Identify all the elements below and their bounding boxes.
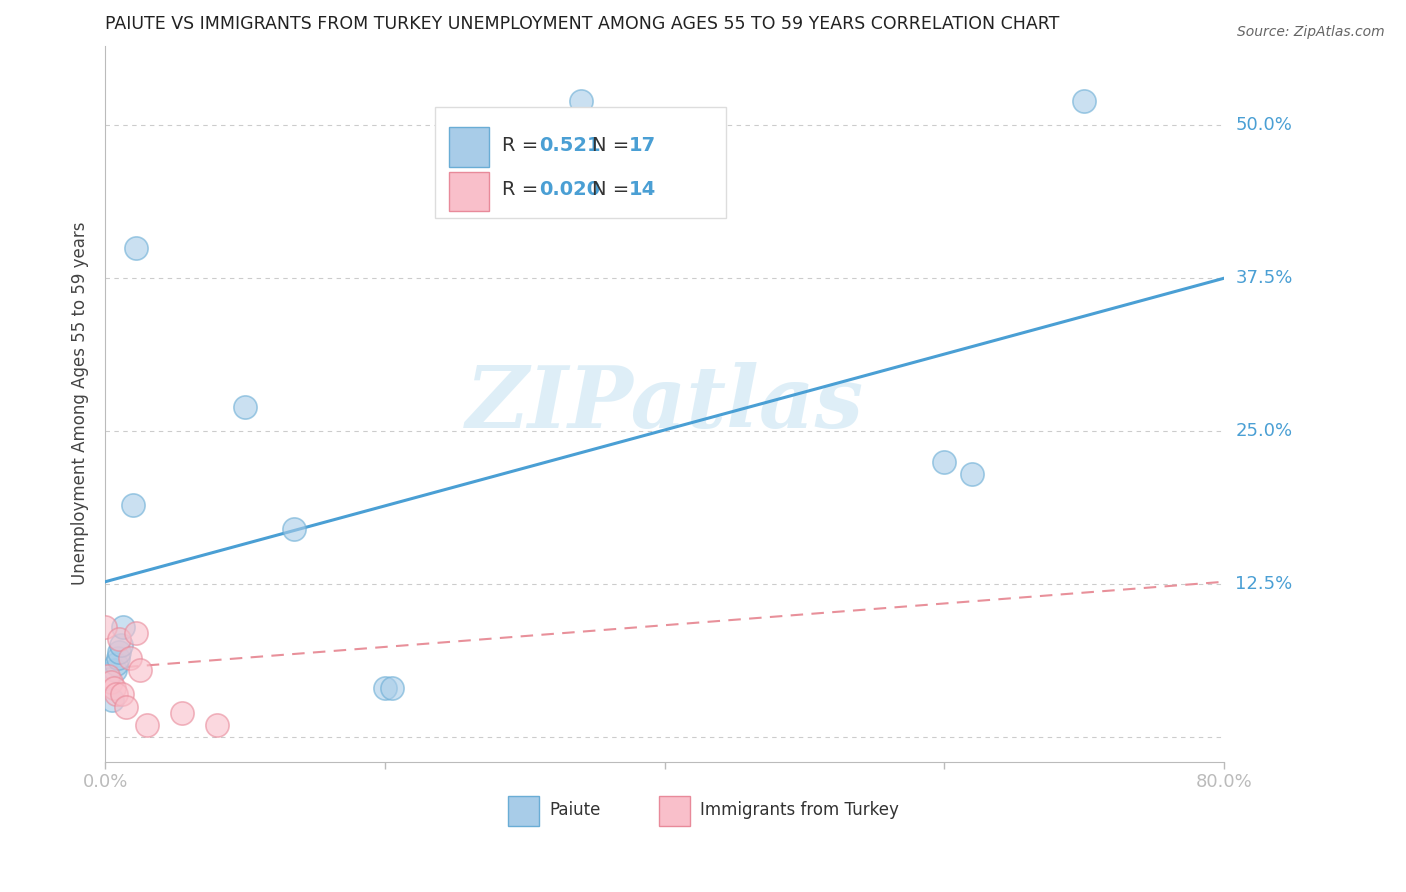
Point (103, 681, 125, 696)
Point (934, 455, 956, 469)
Point (569, 94, 592, 108)
Text: Immigrants from Turkey: Immigrants from Turkey (700, 801, 900, 820)
Text: ZIPatlas: ZIPatlas (465, 362, 863, 445)
Point (110, 639, 132, 653)
Text: 17: 17 (628, 136, 657, 154)
Text: 37.5%: 37.5% (1236, 269, 1292, 287)
Point (381, 681, 404, 696)
Point (125, 241, 148, 255)
Text: Paiute: Paiute (550, 801, 600, 820)
Text: 0.020: 0.020 (540, 180, 600, 199)
Text: 0.521: 0.521 (540, 136, 600, 154)
Point (94, 620, 117, 634)
Point (962, 467, 984, 481)
Text: 12.5%: 12.5% (1236, 575, 1292, 593)
Point (105, 657, 128, 671)
Point (100, 675, 122, 690)
Point (112, 620, 135, 634)
Text: R =: R = (502, 180, 546, 199)
Point (374, 681, 396, 696)
Point (283, 522, 305, 536)
Text: 50.0%: 50.0% (1236, 116, 1292, 134)
Text: Source: ZipAtlas.com: Source: ZipAtlas.com (1237, 25, 1385, 39)
FancyBboxPatch shape (508, 796, 540, 826)
FancyBboxPatch shape (436, 106, 725, 218)
Point (205, 718, 228, 732)
Point (125, 626, 148, 640)
Text: 14: 14 (628, 180, 657, 199)
Point (172, 706, 194, 720)
Point (105, 687, 128, 701)
Text: N =: N = (592, 136, 636, 154)
FancyBboxPatch shape (449, 128, 489, 167)
Point (136, 718, 159, 732)
Point (101, 693, 124, 707)
FancyBboxPatch shape (659, 796, 690, 826)
Point (1073, 94, 1095, 108)
Point (107, 650, 129, 665)
Text: PAIUTE VS IMMIGRANTS FROM TURKEY UNEMPLOYMENT AMONG AGES 55 TO 59 YEARS CORRELAT: PAIUTE VS IMMIGRANTS FROM TURKEY UNEMPLO… (105, 15, 1060, 33)
Point (122, 498, 145, 512)
Point (233, 400, 256, 414)
Text: 25.0%: 25.0% (1236, 422, 1292, 441)
Point (97, 669, 120, 683)
Point (129, 663, 152, 677)
Y-axis label: Unemployment Among Ages 55 to 59 years: Unemployment Among Ages 55 to 59 years (72, 222, 89, 585)
FancyBboxPatch shape (449, 171, 489, 211)
Point (108, 644, 131, 658)
Text: N =: N = (592, 180, 636, 199)
Point (104, 663, 127, 677)
Point (120, 650, 142, 665)
Point (111, 687, 134, 701)
Point (115, 699, 138, 714)
Point (108, 632, 131, 647)
Text: R =: R = (502, 136, 546, 154)
